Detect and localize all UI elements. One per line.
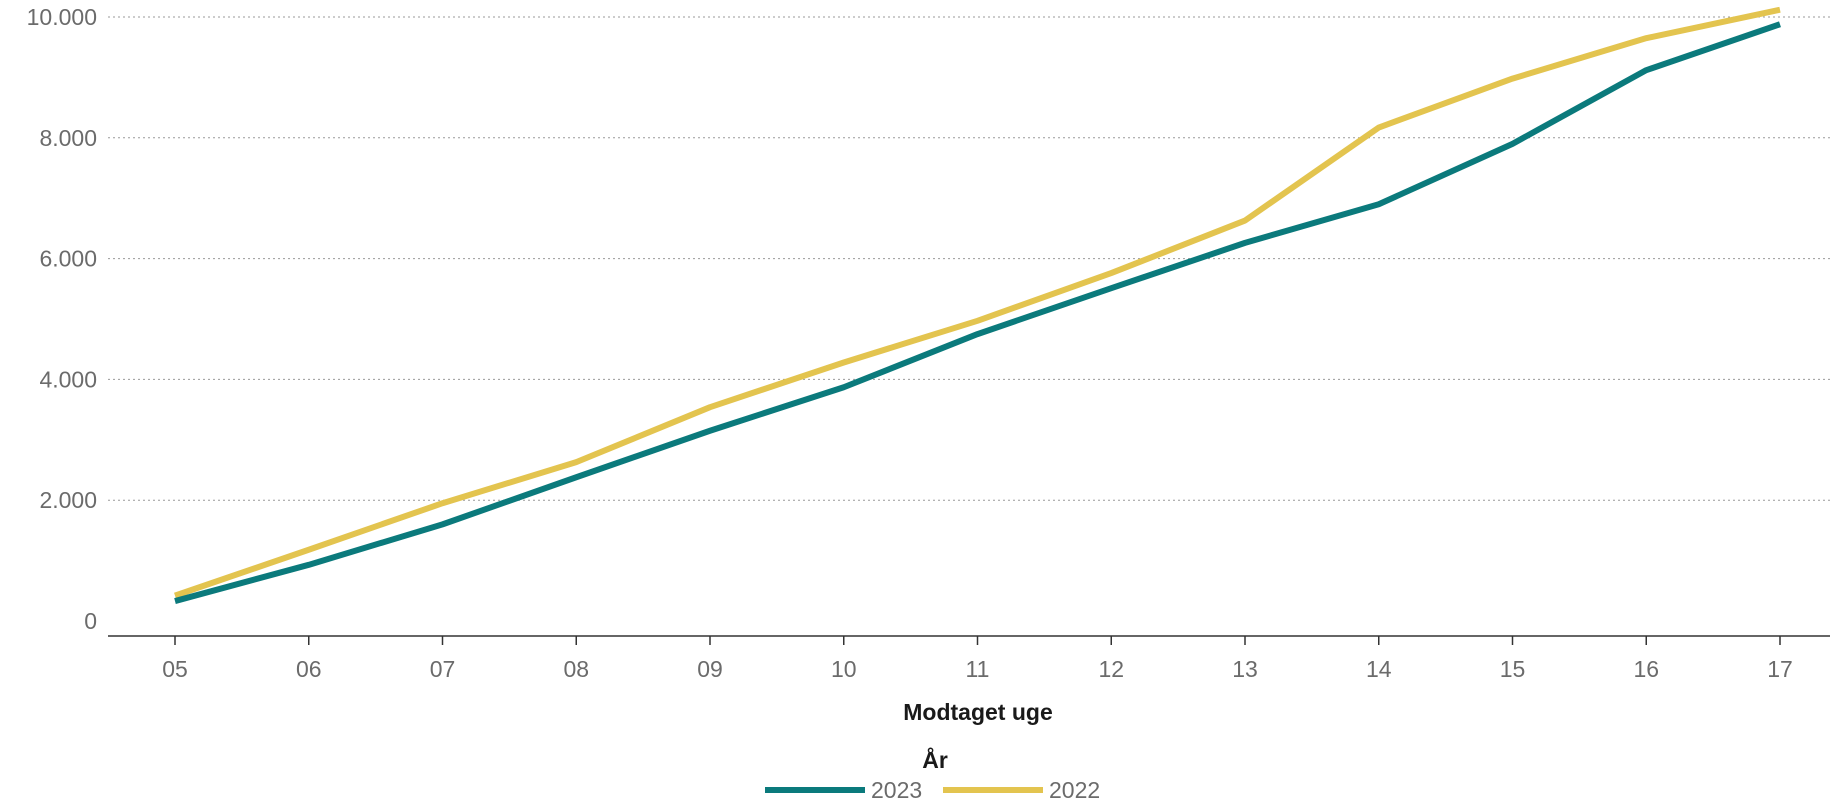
x-tick-label: 14 (1366, 656, 1392, 682)
x-tick-label: 10 (831, 656, 857, 682)
x-tick-label: 12 (1098, 656, 1124, 682)
series-line-2023 (174, 21, 1781, 604)
x-tick-label: 07 (430, 656, 456, 682)
legend-title: År (922, 746, 948, 773)
x-axis-title: Modtaget uge (903, 699, 1053, 725)
x-tick-label: 06 (296, 656, 322, 682)
x-tick-label: 11 (966, 656, 990, 682)
x-tick-label: 16 (1633, 656, 1659, 682)
y-tick-label: 2.000 (39, 487, 97, 513)
series-line-2022 (174, 6, 1781, 599)
x-tick-label: 15 (1500, 656, 1526, 682)
gridlines (108, 16, 1830, 501)
y-axis-tick-labels: 0 2.000 4.000 6.000 8.000 10.000 (27, 4, 97, 634)
x-tick-label: 09 (697, 656, 723, 682)
y-tick-label: 0 (84, 608, 97, 634)
legend: 2023 2022 (765, 777, 1100, 803)
series-lines (174, 6, 1781, 604)
x-tick-label: 05 (162, 656, 188, 682)
y-tick-label: 10.000 (27, 4, 97, 30)
legend-label-2022: 2022 (1049, 777, 1100, 803)
y-tick-label: 6.000 (39, 246, 97, 272)
y-tick-label: 8.000 (39, 125, 97, 151)
x-tick-label: 08 (563, 656, 589, 682)
y-tick-label: 4.000 (39, 366, 97, 392)
x-tick-label: 13 (1232, 656, 1258, 682)
legend-label-2023: 2023 (871, 777, 922, 803)
x-axis-ticks: 05 06 07 08 09 10 11 12 13 14 15 16 17 (162, 636, 1793, 682)
x-tick-label: 17 (1767, 656, 1793, 682)
